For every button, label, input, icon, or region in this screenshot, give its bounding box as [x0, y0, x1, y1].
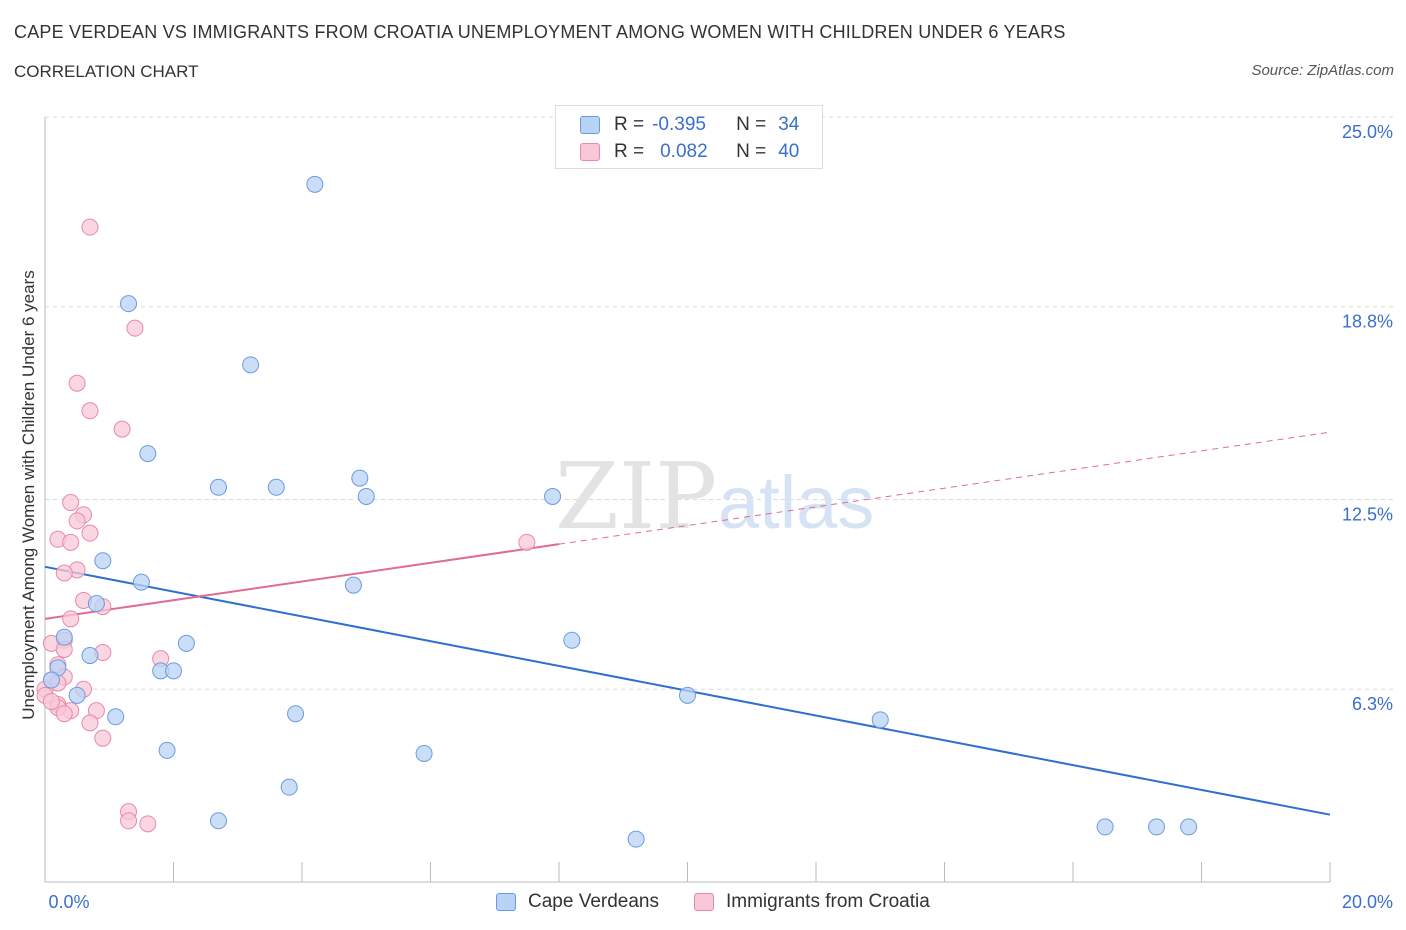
watermark-zip: ZIP	[555, 443, 717, 550]
cape-verdean-point	[280, 778, 298, 796]
cape-verdean-point	[306, 175, 324, 193]
cape-verdean-point	[627, 830, 645, 848]
cape-verdean-point	[242, 356, 260, 374]
croatia-point	[81, 218, 99, 236]
cape-verdean-point	[209, 478, 227, 496]
cape-verdean-point	[158, 741, 176, 759]
cape-verdean-point	[679, 686, 696, 704]
croatia-trend-line	[44, 543, 560, 620]
croatia-point	[81, 402, 99, 420]
legend-n-label: N =	[736, 141, 767, 162]
bottom-legend-croatia: Immigrants from Croatia	[694, 888, 930, 916]
chart-source: Source: ZipAtlas.com	[1251, 62, 1394, 79]
croatia-point	[62, 494, 80, 512]
croatia-point	[518, 533, 536, 551]
cape-verdean-point	[344, 576, 362, 594]
cape-verdean-point	[87, 595, 105, 613]
chart-subtitle: CORRELATION CHART	[14, 62, 199, 81]
cape-verdean-point	[1148, 818, 1166, 836]
croatia-point	[81, 524, 99, 542]
bottom-legend-swatch-pink	[694, 893, 714, 911]
cape-verdean-point	[81, 647, 99, 665]
cape-verdean-point	[1180, 818, 1198, 836]
cape-verdean-point	[107, 708, 125, 726]
x-tick-label: 0.0%	[48, 892, 89, 912]
bottom-legend-label: Immigrants from Croatia	[726, 891, 930, 912]
croatia-trend-extension	[558, 431, 1331, 545]
cape-verdean-point	[177, 634, 195, 652]
correlation-legend: R = -0.395 N = 34 R = 0.082 N = 40	[555, 105, 823, 169]
y-tick-label: 18.8%	[1342, 312, 1393, 332]
legend-r-label: R =	[614, 141, 645, 162]
legend-n-value: 34	[778, 114, 800, 135]
y-tick-label: 12.5%	[1342, 505, 1393, 525]
bottom-legend-cape-verdeans: Cape Verdeans	[496, 888, 659, 916]
croatia-point	[139, 815, 157, 833]
croatia-point	[120, 812, 138, 830]
y-tick-label: 25.0%	[1342, 122, 1393, 142]
croatia-point	[126, 319, 144, 337]
legend-n-label: N =	[736, 114, 767, 135]
chart-title: CAPE VERDEAN VS IMMIGRANTS FROM CROATIA …	[14, 22, 1066, 42]
croatia-point	[55, 564, 73, 582]
cape-verdean-point	[209, 812, 227, 830]
croatia-point	[81, 714, 99, 732]
croatia-point	[55, 705, 73, 723]
cape-verdean-point	[165, 662, 182, 680]
croatia-point	[68, 512, 86, 530]
legend-r-value: 0.082	[660, 141, 708, 162]
legend-swatch-blue	[580, 116, 600, 134]
croatia-point	[62, 610, 80, 628]
cape-verdean-point	[68, 686, 86, 704]
croatia-point	[94, 729, 112, 747]
cape-verdean-point	[544, 487, 562, 505]
bottom-legend-swatch-blue	[496, 893, 516, 911]
cape-verdean-point	[357, 487, 375, 505]
legend-r-value: -0.395	[652, 114, 706, 135]
legend-swatch-pink	[580, 143, 600, 161]
cape-verdean-point	[42, 671, 60, 689]
cape-verdean-point	[563, 631, 581, 649]
cape-verdean-point	[132, 573, 150, 591]
y-axis-title: Unemployment Among Women with Children U…	[19, 270, 38, 719]
watermark-atlas: atlas	[718, 461, 874, 544]
legend-r-label: R =	[614, 114, 645, 135]
cape-verdean-point	[55, 628, 73, 646]
legend-row-croatia: R = 0.082 N = 40	[580, 140, 799, 164]
axes	[44, 117, 1331, 883]
legend-row-cape-verdeans: R = -0.395 N = 34	[580, 113, 799, 137]
cape-verdean-point	[94, 552, 112, 570]
cape-verdean-point	[351, 469, 369, 487]
bottom-legend-label: Cape Verdeans	[528, 891, 659, 912]
legend-n-value: 40	[778, 141, 800, 162]
cape-verdean-point	[120, 295, 138, 313]
tick-labels: 6.3% 12.5% 18.8% 25.0% 0.0% 20.0%	[48, 122, 1393, 912]
data-points	[36, 175, 1198, 848]
croatia-point	[113, 420, 131, 438]
cape-verdean-point	[267, 478, 285, 496]
croatia-point	[62, 533, 80, 551]
cape-verdean-point	[871, 711, 889, 729]
croatia-point	[42, 692, 60, 710]
cape-verdean-point	[139, 445, 157, 463]
cape-verdean-point	[415, 744, 433, 762]
grid-lines	[45, 116, 1395, 690]
croatia-point	[68, 374, 86, 392]
x-tick-label: 20.0%	[1342, 892, 1393, 912]
y-tick-label: 6.3%	[1352, 694, 1393, 714]
cape-verdean-point	[287, 705, 305, 723]
cape-verdean-point	[1096, 818, 1114, 836]
